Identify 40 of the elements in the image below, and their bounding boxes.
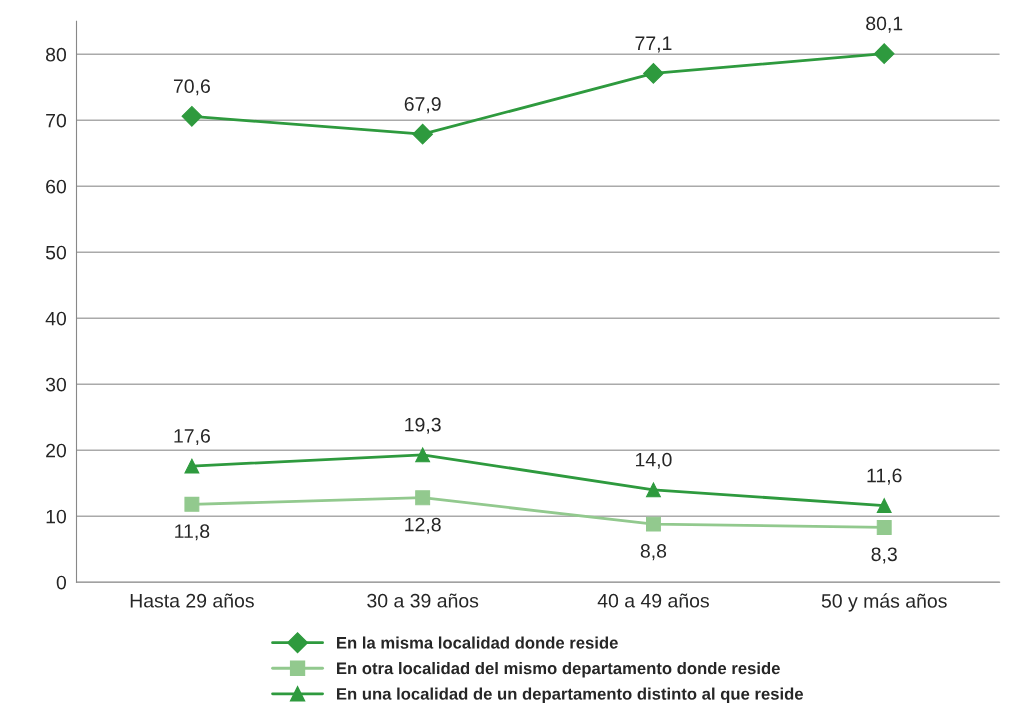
- point: [643, 63, 664, 84]
- data-label: 8,3: [871, 547, 897, 564]
- x-tick-label: 30 a 39 años: [367, 593, 479, 608]
- data-label: 11,8: [175, 524, 210, 541]
- data-label: 12,8: [405, 517, 441, 534]
- x-tick-label: 50 y más años: [821, 593, 947, 612]
- y-tick-label: 40: [45, 311, 67, 326]
- y-tick-label: 60: [46, 179, 67, 194]
- y-tick-label: 10: [46, 509, 67, 524]
- legend-label: En otra localidad del mismo departamento donde reside: [337, 662, 780, 678]
- y-tick-label: 0: [56, 575, 67, 590]
- y-tick-label: 70: [46, 113, 67, 128]
- point: [184, 458, 200, 474]
- point: [876, 519, 892, 535]
- y-tick-label: 80: [46, 47, 67, 62]
- point: [876, 498, 892, 514]
- y-tick-label: 20: [46, 443, 67, 458]
- data-label: 11,6: [867, 468, 902, 485]
- point: [873, 43, 895, 64]
- point: [181, 105, 203, 127]
- point: [184, 496, 200, 512]
- point: [645, 516, 661, 532]
- data-label: 70,6: [173, 79, 210, 96]
- data-label: 80,1: [866, 16, 903, 33]
- point: [645, 482, 661, 498]
- point: [415, 447, 431, 463]
- x-tick-label: 40 a 49 años: [597, 593, 709, 608]
- legend-label: En una localidad de un departamento distinto al que reside: [337, 687, 803, 704]
- data-label: 19,3: [405, 417, 441, 434]
- point: [415, 490, 431, 506]
- point: [412, 123, 433, 145]
- y-tick-label: 30: [45, 377, 67, 392]
- x-tick-label: Hasta 29 años: [130, 593, 254, 608]
- y-tick-label: 50: [45, 245, 67, 260]
- data-label: 67,9: [404, 97, 441, 114]
- data-label: 17,6: [174, 429, 210, 446]
- legend-label: En la misma localidad donde reside: [337, 636, 618, 649]
- data-label: 8,8: [640, 544, 667, 561]
- data-label: 14,0: [636, 452, 672, 469]
- data-label: 77,1: [635, 36, 672, 53]
